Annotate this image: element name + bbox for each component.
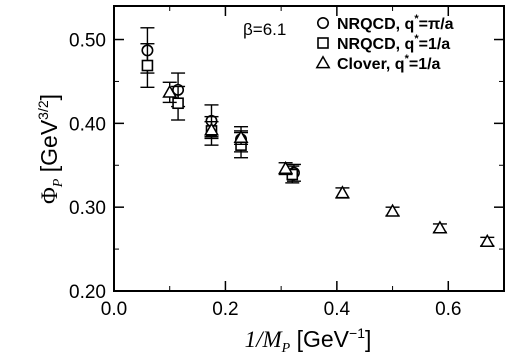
x-axis-label: 1/MP [GeV−1] [245,325,372,356]
legend-triangle-symbol [317,57,329,68]
x-tick-label: 0.4 [324,299,351,320]
y-tick-label: 0.50 [69,31,106,52]
legend-entry: NRQCD, q*=1/a [337,33,450,53]
y-tick-label: 0.20 [69,282,106,303]
series-triangle [163,82,495,246]
square-marker [142,61,152,71]
x-tick-label: 0.2 [212,299,238,320]
legend-entry: Clover, q*=1/a [337,53,441,73]
beta-annotation: β=6.1 [243,20,286,39]
square-marker [173,98,183,108]
data-points [140,28,494,246]
legend-square-symbol [318,38,328,48]
legend-entry: NRQCD, q*=π/a [337,13,454,33]
legend-circle-symbol [318,18,328,28]
series-square [140,44,299,183]
y-tick-label: 0.30 [69,198,106,219]
x-tick-label: 0.6 [435,299,461,320]
y-axis-label: ΦP [GeV3/2] [35,94,66,204]
series-circle [140,28,301,181]
y-tick-label: 0.40 [69,114,106,135]
tick-labels: 0.0 0.2 0.4 0.60.200.300.400.50 [69,31,461,320]
